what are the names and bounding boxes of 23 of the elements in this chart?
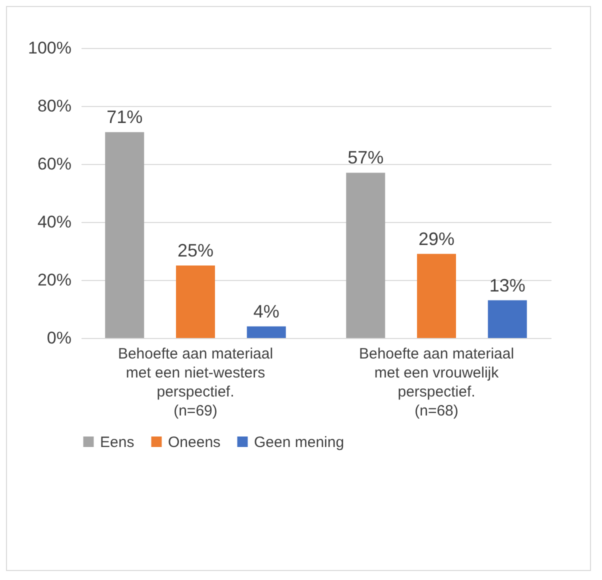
x-tick-label: Behoefte aan materiaal met een niet-westers perspectief. (n=69) [118, 346, 274, 420]
bar [346, 172, 386, 338]
bar [417, 254, 456, 338]
data-label: 25% [177, 240, 214, 260]
data-label: 13% [489, 275, 526, 296]
y-tick-label: 80% [37, 96, 72, 116]
legend-label: Geen mening [254, 434, 344, 451]
data-label: 71% [106, 107, 143, 128]
y-tick-label: 100% [28, 38, 72, 58]
bar [246, 326, 286, 338]
data-label: 29% [418, 228, 455, 249]
legend-label: Oneens [168, 434, 221, 451]
bar [488, 300, 527, 338]
x-tick-label: Behoefte aan materiaal met een vrouwelijk perspectief. (n=68) [358, 346, 514, 420]
y-tick-label: 60% [37, 154, 72, 174]
data-label: 4% [253, 301, 280, 322]
y-tick-label: 20% [37, 270, 72, 290]
y-tick-label: 0% [46, 328, 72, 348]
legend-label: Eens [100, 434, 134, 451]
bar [176, 266, 215, 338]
bar [105, 132, 144, 338]
data-label: 57% [348, 148, 384, 168]
y-tick-label: 40% [37, 212, 72, 232]
